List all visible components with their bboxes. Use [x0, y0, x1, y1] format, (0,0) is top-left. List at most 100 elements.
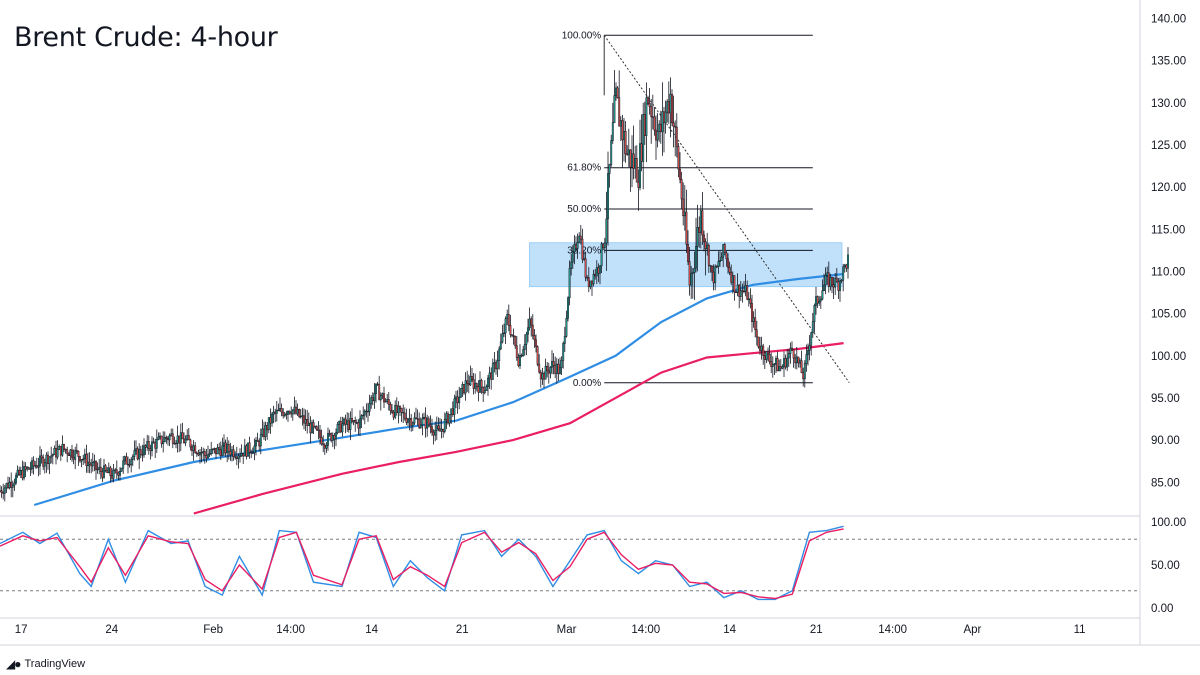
candle-body	[143, 445, 145, 456]
candle-body	[375, 383, 377, 394]
candle-body	[99, 466, 102, 472]
candle-body	[645, 97, 648, 136]
candle-body	[123, 456, 126, 462]
candle-body	[19, 469, 22, 475]
candle-body	[346, 420, 349, 425]
candle-body	[475, 383, 478, 387]
candle-body	[663, 111, 665, 124]
candle-body	[413, 417, 416, 424]
candle-body	[544, 365, 547, 380]
candle-body	[312, 422, 315, 428]
candle-body	[567, 297, 569, 319]
candle-body	[24, 466, 27, 470]
candle-body	[736, 284, 739, 293]
candle-body	[411, 422, 414, 427]
candle-body	[167, 438, 169, 441]
candle-body	[29, 468, 32, 470]
candle-body	[213, 448, 216, 450]
stochastic-layer	[0, 515, 1140, 601]
candle-body	[490, 372, 493, 380]
price-tick-label: 110.00	[1151, 266, 1185, 278]
fib-trend-line[interactable]	[603, 35, 850, 384]
candle-body	[650, 106, 653, 117]
candle-body	[435, 425, 438, 431]
candle-body	[101, 471, 104, 478]
candle-body	[477, 386, 480, 393]
candle-body	[155, 439, 158, 449]
candle-body	[359, 418, 361, 429]
candle-body	[205, 455, 208, 459]
candle-body	[455, 396, 457, 400]
candle-body	[240, 452, 243, 457]
candle-body	[629, 149, 632, 168]
time-tick-label: 14:00	[631, 624, 660, 636]
candle-body	[522, 349, 525, 357]
candle-body	[842, 266, 845, 281]
candle-body	[728, 267, 731, 273]
fibonacci-layer[interactable]: 100.00% 61.80% 50.00% 38.20% 0.00%	[562, 30, 850, 389]
candle-body	[122, 460, 125, 469]
candle-body	[771, 364, 774, 367]
candle-body	[61, 444, 64, 456]
candle-body	[163, 437, 166, 442]
candle-body	[247, 442, 249, 457]
candle-body	[419, 424, 422, 428]
candle-body	[747, 298, 750, 300]
candle-body	[613, 95, 616, 123]
candle-body	[795, 356, 798, 364]
candle-body	[271, 413, 273, 424]
candle-body	[608, 164, 611, 174]
candle-body	[288, 411, 291, 414]
candle-body	[199, 452, 201, 456]
candle-body	[275, 409, 278, 414]
candle-body	[26, 467, 29, 470]
candle-body	[829, 277, 832, 287]
candle-body	[810, 332, 813, 346]
candle-body	[808, 344, 811, 351]
candle-body	[778, 366, 781, 372]
candle-body	[773, 363, 776, 365]
candle-body	[563, 335, 566, 344]
candle-body	[799, 360, 801, 364]
candle-body	[248, 442, 251, 453]
candle-body	[325, 445, 328, 449]
candle-body	[311, 422, 313, 434]
time-tick-label: Apr	[963, 624, 981, 636]
candle-body	[408, 418, 411, 421]
candle-body	[640, 143, 643, 162]
candle-body	[136, 448, 139, 460]
candle-body	[499, 341, 502, 350]
candle-body	[51, 454, 54, 457]
candle-body	[845, 264, 848, 269]
candle-body	[653, 116, 656, 131]
candle-body	[351, 418, 353, 422]
candle-body	[789, 347, 792, 354]
candle-body	[224, 442, 227, 454]
candle-body	[133, 450, 136, 457]
candle-body	[770, 361, 773, 367]
candle-body	[448, 413, 451, 424]
candle-body	[437, 425, 440, 430]
candle-body	[786, 357, 789, 368]
candle-body	[207, 454, 209, 459]
candle-body	[832, 284, 835, 288]
candle-body	[397, 406, 400, 413]
branding[interactable]: ◢● TradingView	[6, 657, 85, 671]
candle-body	[805, 354, 808, 364]
candle-body	[67, 453, 70, 456]
candle-body	[293, 406, 296, 411]
axis-layer[interactable]: 140.00135.00130.00125.00120.00115.00110.…	[0, 0, 1200, 646]
candle-body	[581, 238, 584, 260]
candle-body	[168, 435, 171, 441]
candle-body	[503, 332, 505, 335]
candle-body	[757, 336, 760, 348]
candle-body	[109, 467, 112, 476]
price-tick-label: 130.00	[1151, 98, 1186, 110]
candle-body	[27, 467, 30, 470]
candle-body	[45, 454, 48, 464]
candle-body	[847, 254, 849, 269]
candle-body	[370, 397, 373, 405]
candle-body	[731, 275, 734, 283]
candle-body	[298, 409, 301, 417]
